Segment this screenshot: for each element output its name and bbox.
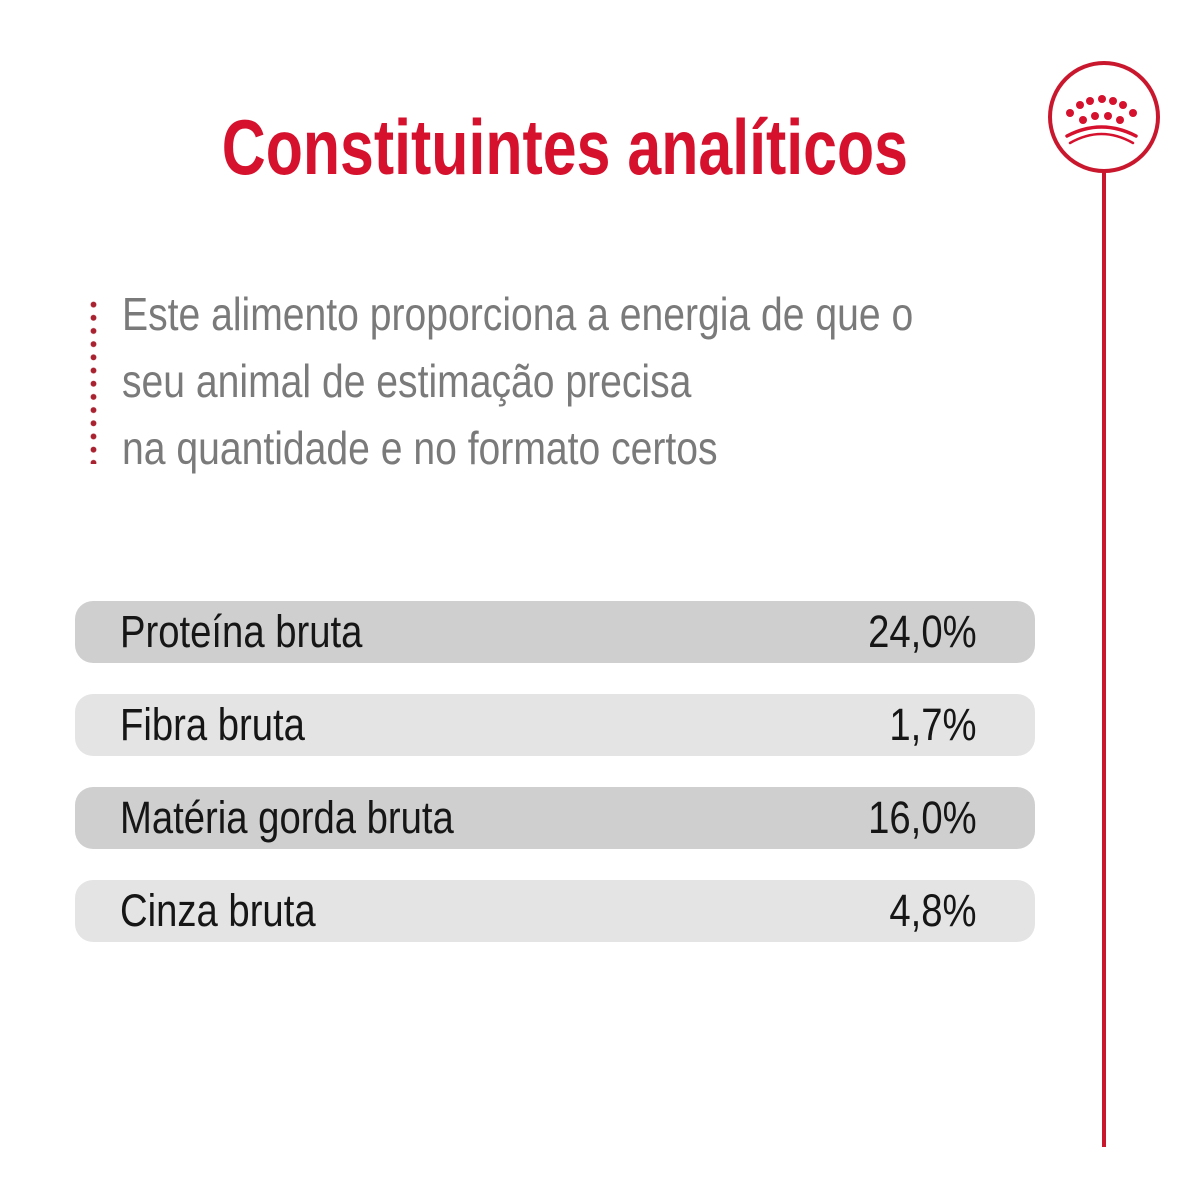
row-value: 4,8% — [889, 885, 977, 936]
intro-line-text: seu animal de estimação precisa — [122, 355, 692, 407]
intro-line: seu animal de estimação precisa — [122, 348, 1053, 415]
row-value: 16,0% — [868, 792, 977, 843]
table-row: Matéria gorda bruta 16,0% — [75, 787, 1035, 849]
row-label: Matéria gorda bruta — [120, 792, 454, 843]
row-label: Fibra bruta — [120, 699, 305, 750]
table-row: Cinza bruta 4,8% — [75, 880, 1035, 942]
page-title: Constituintes analíticos — [221, 103, 909, 191]
row-value: 24,0% — [868, 606, 977, 657]
row-label: Proteína bruta — [120, 606, 363, 657]
intro-line-text: Este alimento proporciona a energia de q… — [122, 288, 914, 340]
header: Constituintes analíticos — [75, 108, 1055, 186]
table-row: Proteína bruta 24,0% — [75, 601, 1035, 663]
brand-logo — [1048, 61, 1160, 173]
intro-line: na quantidade e no formato certos — [122, 415, 1053, 482]
row-label: Cinza bruta — [120, 885, 316, 936]
table-row: Fibra bruta 1,7% — [75, 694, 1035, 756]
intro-line-text: na quantidade e no formato certos — [122, 422, 718, 474]
brand-accent-line — [1102, 171, 1106, 1147]
dotted-rule — [90, 298, 97, 464]
row-value: 1,7% — [889, 699, 977, 750]
constituents-table: Proteína bruta 24,0% Fibra bruta 1,7% Ma… — [75, 601, 1035, 973]
intro-line: Este alimento proporciona a energia de q… — [122, 281, 1053, 348]
crown-icon — [1065, 95, 1138, 145]
intro-paragraph: Este alimento proporciona a energia de q… — [122, 281, 1053, 482]
